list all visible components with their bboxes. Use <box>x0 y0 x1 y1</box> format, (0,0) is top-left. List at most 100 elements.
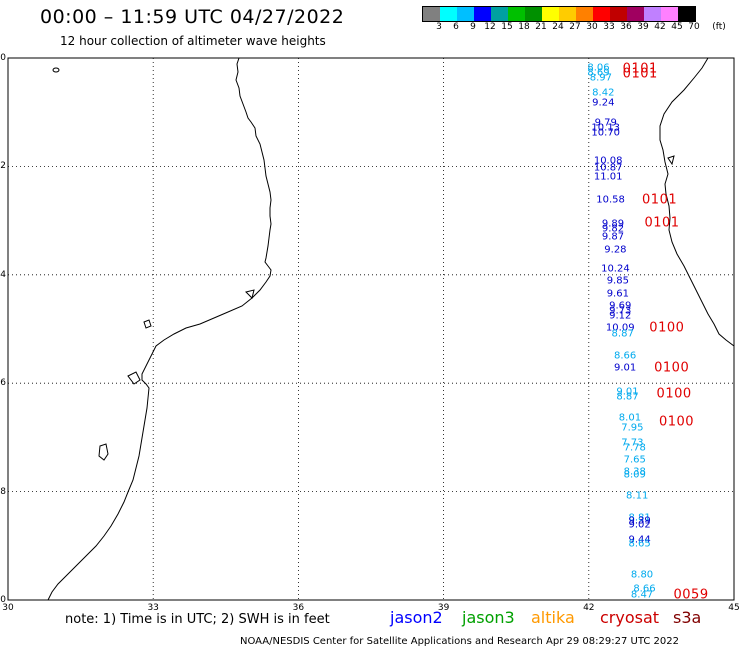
wave-height-value: 8.06 <box>587 62 610 74</box>
wave-height-value: 10.09 <box>605 322 635 334</box>
scale-swatch <box>559 7 576 21</box>
wave-height-value: 8.65 <box>628 538 651 550</box>
scale-swatch <box>576 7 593 21</box>
wave-height-value: 9.02 <box>628 519 651 531</box>
wave-height-value: 10.13 <box>591 122 621 134</box>
longitude-label: 42 <box>583 603 595 613</box>
pass-time-label: 0100 <box>656 386 692 402</box>
map-frame <box>7 57 735 601</box>
wave-height-value: 9.28 <box>604 244 627 256</box>
scale-label: 3 <box>436 22 442 32</box>
pass-time-label: 0101 <box>642 192 678 208</box>
scale-label: 15 <box>501 22 513 32</box>
scale-swatch <box>491 7 508 21</box>
wave-height-value: 9.79 <box>594 117 617 129</box>
satellite-legend-item: s3a <box>673 608 702 627</box>
wave-height-value: 8.01 <box>618 412 642 424</box>
wave-height-value: 7.78 <box>623 442 646 454</box>
scale-swatch <box>610 7 627 21</box>
scale-swatch <box>644 7 661 21</box>
wave-height-value: 10.24 <box>601 263 630 275</box>
wave-height-value: 8.66 <box>613 350 637 362</box>
scale-label: 12 <box>484 22 496 32</box>
scale-label: 45 <box>671 22 683 32</box>
wave-height-value: 10.58 <box>596 194 625 206</box>
wave-height-value: 7.73 <box>621 437 644 449</box>
satellite-legend-item: jason2 <box>390 608 443 627</box>
scale-label: 42 <box>654 22 666 32</box>
scale-label: 24 <box>552 22 564 32</box>
pass-time-label: 0100 <box>658 414 695 430</box>
scale-label: 39 <box>637 22 649 32</box>
wave-height-value: 9.87 <box>601 231 625 243</box>
wave-height-value: 10.70 <box>591 127 621 139</box>
longitude-label: 30 <box>2 603 14 613</box>
wave-height-value: 10.08 <box>593 155 623 167</box>
footer-note: note: 1) Time is in UTC; 2) SWH is in fe… <box>65 612 330 627</box>
satellite-legend-item: altika <box>531 608 575 627</box>
scale-swatch <box>542 7 559 21</box>
color-scale <box>422 6 696 22</box>
scale-swatch <box>525 7 542 21</box>
wave-height-value: 9.44 <box>628 534 651 546</box>
wave-height-value: 9.89 <box>601 218 625 230</box>
wave-height-value: 8.66 <box>633 583 656 595</box>
latitude-label: -22 <box>0 161 6 172</box>
wave-height-value: 9.82 <box>601 223 625 235</box>
scale-swatch <box>627 7 644 21</box>
wave-height-value: 8.87 <box>611 328 634 340</box>
footer-credit: NOAA/NESDIS Center for Satellite Applica… <box>240 636 679 647</box>
scale-swatch <box>678 7 695 21</box>
island-shape <box>245 289 255 299</box>
latitude-label: -28 <box>0 486 6 497</box>
scale-label: 6 <box>453 22 459 32</box>
wave-height-value: 8.42 <box>592 87 615 99</box>
island-shape <box>667 155 675 166</box>
page-title: 00:00 – 11:59 UTC 04/27/2022 <box>40 6 345 28</box>
island-shape <box>52 67 60 73</box>
scale-label: 30 <box>586 22 598 32</box>
wave-height-value: 8.38 <box>623 466 646 478</box>
longitude-label: 45 <box>728 603 740 613</box>
africa-coastline <box>47 57 272 601</box>
wave-height-value: 9.61 <box>606 288 629 300</box>
wave-height-value: 9.85 <box>606 275 629 287</box>
longitude-label: 36 <box>292 603 305 613</box>
scale-label: 27 <box>569 22 581 32</box>
wave-height-value: 9.39 <box>628 515 651 527</box>
scale-swatch <box>593 7 610 21</box>
wave-height-value: 9.73 <box>609 305 632 317</box>
wave-height-value: 7.65 <box>623 454 646 466</box>
wave-height-value: 9.69 <box>609 300 632 312</box>
pass-time-label: 0101 <box>622 66 658 82</box>
wave-height-value: 10.87 <box>593 162 623 174</box>
madagascar-coastline <box>659 57 735 347</box>
pass-time-label: 0100 <box>649 320 685 336</box>
map-canvas <box>7 57 735 601</box>
latitude-label: -20 <box>0 53 6 63</box>
wave-height-value: 8.97 <box>589 72 613 84</box>
satellite-legend-item: cryosat <box>600 608 660 627</box>
scale-swatch <box>508 7 525 21</box>
scale-label: 9 <box>470 22 476 32</box>
wave-height-value: 9.12 <box>609 310 632 322</box>
wave-height-value: 8.87 <box>616 391 639 403</box>
longitude-label: 33 <box>147 603 159 613</box>
pass-time-label: 0100 <box>654 360 690 376</box>
wave-height-value: 8.81 <box>628 512 651 524</box>
page-subtitle: 12 hour collection of altimeter wave hei… <box>60 34 326 48</box>
wave-height-value: 8.09 <box>623 469 646 481</box>
latitude-label: -24 <box>0 269 6 280</box>
island-shape <box>127 371 141 385</box>
pass-time-label: 0101 <box>622 61 658 77</box>
island-shape <box>98 443 109 461</box>
wave-height-value: 11.01 <box>593 171 623 183</box>
wave-height-value: 9.01 <box>613 362 637 374</box>
wave-height-value: 8.47 <box>630 589 654 601</box>
scale-swatch <box>440 7 457 21</box>
wave-height-value: 8.69 <box>587 67 610 79</box>
wave-height-value: 9.01 <box>616 386 639 398</box>
pass-time-label: 0059 <box>673 587 709 603</box>
latitude-label: -30 <box>0 595 6 605</box>
scale-swatch <box>423 7 440 21</box>
